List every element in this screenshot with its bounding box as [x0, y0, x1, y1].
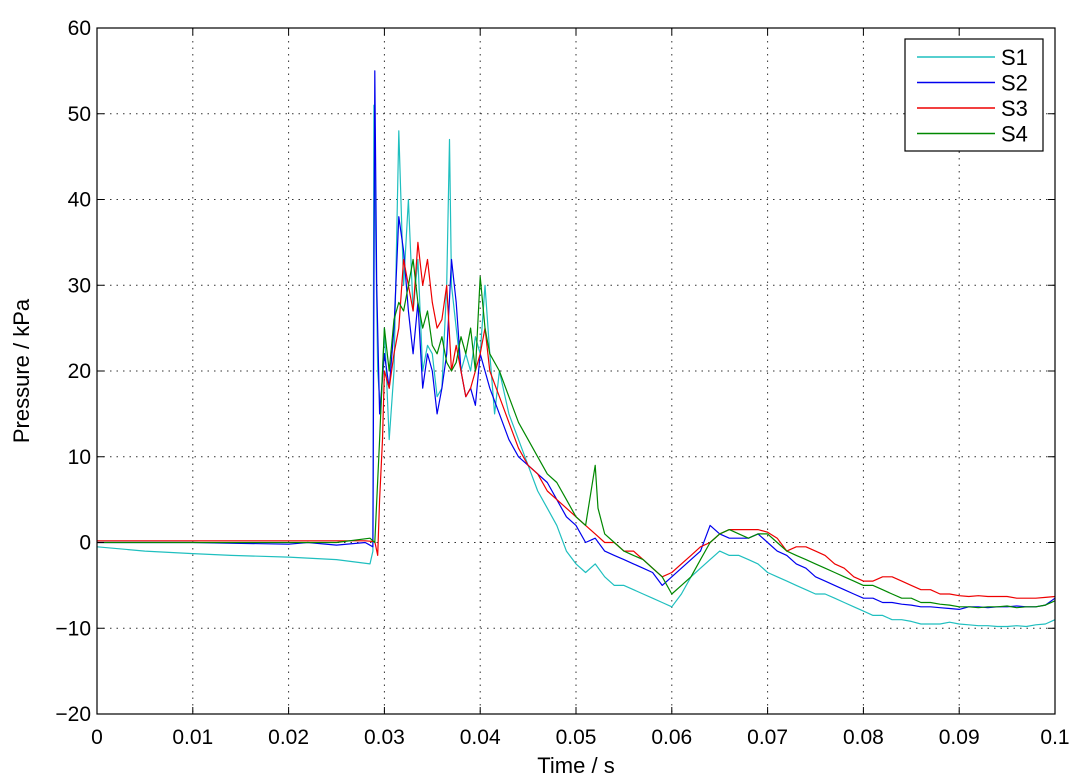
legend-label-s4: S4	[1001, 122, 1028, 147]
y-tick-label: 20	[68, 360, 91, 383]
x-tick-label: 0.05	[556, 726, 597, 749]
x-tick-label: 0.02	[268, 726, 309, 749]
y-tick-label: −10	[55, 617, 91, 640]
x-tick-label: 0.01	[172, 726, 213, 749]
y-tick-label: 40	[68, 189, 91, 212]
axis-ticks	[96, 27, 1056, 715]
x-tick-label: 0	[91, 726, 103, 749]
x-tick-label: 0.09	[939, 726, 980, 749]
y-tick-label: 50	[68, 103, 91, 126]
legend-label-s2: S2	[1001, 71, 1028, 96]
series-lines	[96, 70, 1056, 628]
x-tick-label: 0.04	[460, 726, 501, 749]
legend-label-s1: S1	[1001, 45, 1028, 70]
x-tick-label: 0.1	[1040, 726, 1069, 749]
series-line-s2	[97, 70, 1056, 611]
x-tick-label: 0.08	[843, 726, 884, 749]
y-tick-labels: −20 −10 0 10 20 30 40 50 60	[55, 17, 91, 726]
x-tick-label: 0.03	[364, 726, 405, 749]
x-axis-label: Time / s	[537, 753, 614, 778]
legend-label-s3: S3	[1001, 96, 1028, 121]
y-tick-label: 10	[68, 446, 91, 469]
y-tick-label: 0	[79, 532, 91, 555]
x-tick-label: 0.06	[651, 726, 692, 749]
x-tick-label: 0.07	[747, 726, 788, 749]
series-line-s4	[97, 258, 1056, 609]
y-axis-label: Pressure / kPa	[9, 298, 34, 443]
y-tick-label: −20	[55, 703, 91, 726]
y-tick-label: 60	[68, 17, 91, 40]
x-tick-labels: 0 0.01 0.02 0.03 0.04 0.05 0.06 0.07 0.08 0.09 0.1	[91, 726, 1069, 749]
series-line-s1	[96, 104, 1056, 628]
y-tick-label: 30	[68, 274, 91, 297]
